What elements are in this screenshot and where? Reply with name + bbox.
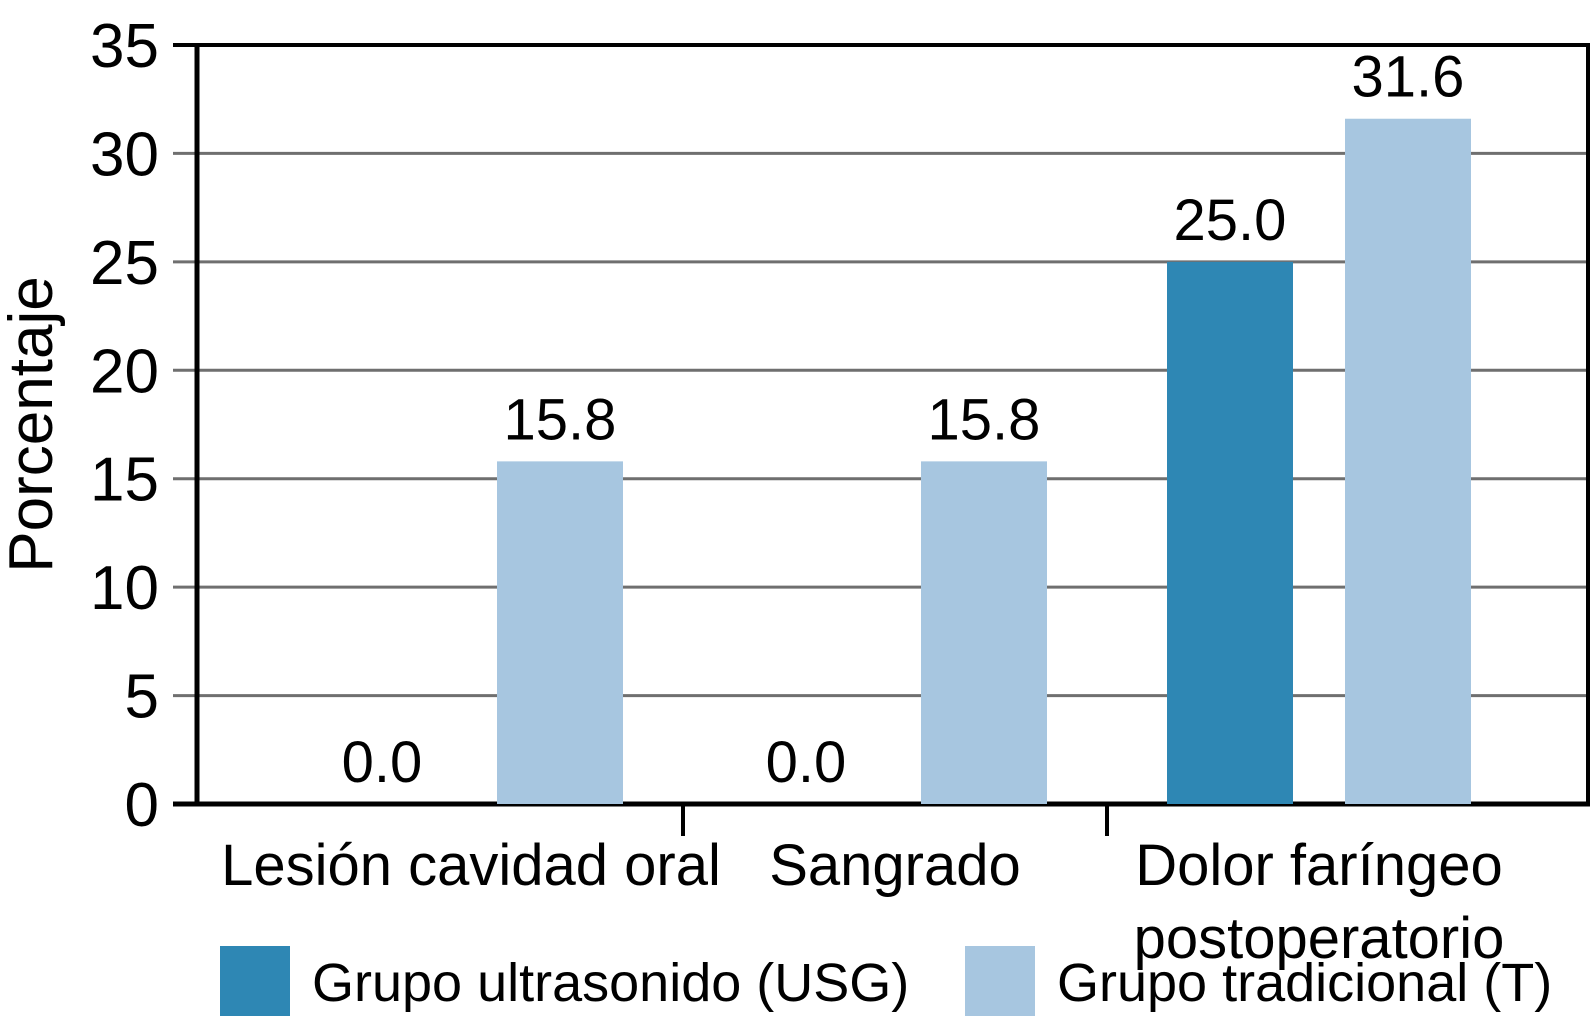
y-tick-label: 0 [125, 771, 159, 840]
y-axis-title: Porcentaje [0, 276, 66, 572]
y-tick-label: 25 [90, 229, 159, 298]
y-tick-label: 35 [90, 12, 159, 81]
y-tick-label: 30 [90, 120, 159, 189]
y-tick-label: 10 [90, 554, 159, 623]
legend-swatch [965, 946, 1035, 1016]
value-label: 15.8 [504, 387, 617, 452]
y-tick-label: 15 [90, 446, 159, 515]
value-label: 31.6 [1352, 45, 1465, 110]
x-category-label: postoperatorio [1134, 906, 1505, 971]
value-label: 25.0 [1174, 188, 1287, 253]
bar [497, 461, 623, 804]
bar [921, 461, 1047, 804]
x-category-label: Sangrado [769, 833, 1021, 898]
value-label: 15.8 [928, 387, 1041, 452]
x-category-label: Lesión cavidad oral [221, 833, 721, 898]
value-label: 0.0 [766, 730, 847, 795]
legend-label: Grupo tradicional (T) [1057, 953, 1552, 1013]
bar [1167, 261, 1293, 804]
bar [1345, 118, 1471, 804]
legend-swatch [220, 946, 290, 1016]
legend-label: Grupo ultrasonido (USG) [312, 953, 909, 1013]
y-tick-label: 5 [125, 663, 159, 732]
value-label: 0.0 [342, 730, 423, 795]
x-category-label: Dolor faríngeo [1135, 833, 1503, 898]
y-tick-label: 20 [90, 337, 159, 406]
